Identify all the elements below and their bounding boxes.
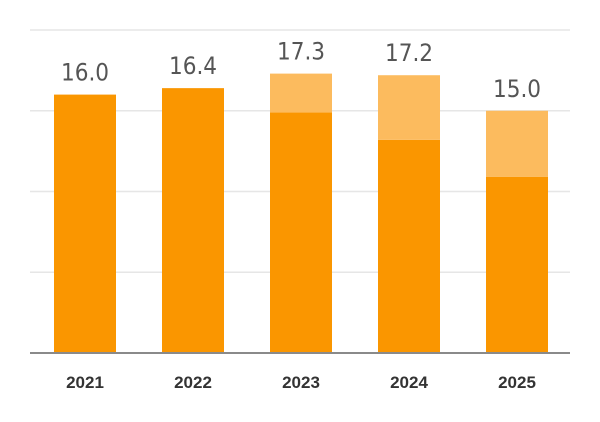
bar-segment-1-2025: [486, 176, 548, 353]
x-tick-label-2021: 2021: [66, 373, 104, 392]
total-label-2023: 17.3: [277, 38, 325, 66]
total-labels: 16.0 16.4 17.3 17.2 15.0: [61, 38, 541, 103]
bar-segment-2-2023: [270, 73, 332, 113]
total-label-2025: 15.0: [493, 75, 541, 103]
bar-segment-1-2024: [378, 139, 440, 353]
bar-segment-2-2025: [486, 110, 548, 177]
x-tick-label-2025: 2025: [498, 373, 536, 392]
x-tick-label-2022: 2022: [174, 373, 212, 392]
total-label-2022: 16.4: [169, 52, 217, 80]
bar-segment-2-2024: [378, 75, 440, 140]
bar-segment-1-2022: [162, 88, 224, 353]
total-label-2024: 17.2: [385, 39, 433, 67]
bars: [54, 73, 548, 354]
total-label-2021: 16.0: [61, 59, 109, 87]
bar-segment-1-2021: [54, 94, 116, 353]
x-tick-label-2024: 2024: [390, 373, 428, 392]
bar-segment-1-2023: [270, 112, 332, 354]
x-tick-label-2023: 2023: [282, 373, 320, 392]
x-tick-labels: 2021 2022 2023 2024 2025: [66, 373, 536, 392]
